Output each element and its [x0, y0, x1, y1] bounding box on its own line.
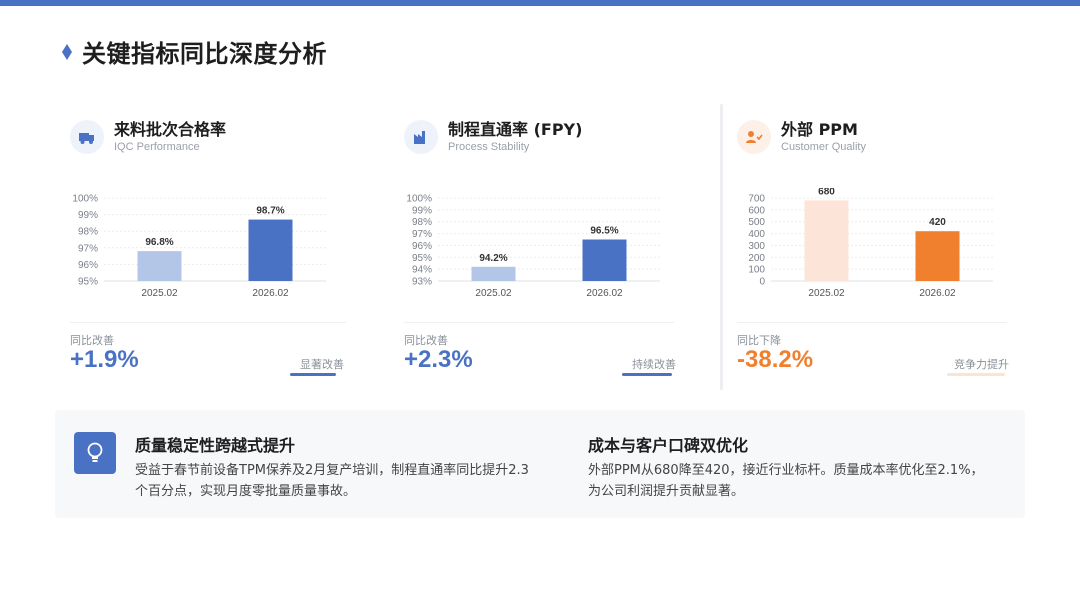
bar-chart-iqc: 95% 96% 97% 98% 99% 100% 96.8% 2025.02 98.7% 2026… [72, 194, 326, 299]
y-tick-label: 95% [412, 253, 432, 264]
y-tick-label: 600 [748, 205, 765, 216]
y-tick-label: 97% [78, 243, 98, 254]
card-subtitle: Process Stability [448, 141, 530, 153]
kpi-card-ppm: 外部 PPM Customer Quality 0 100 200 300 400 500… [737, 106, 1017, 390]
bar [582, 239, 627, 281]
y-tick-label: 99% [78, 210, 98, 221]
divider-line [737, 322, 1007, 323]
bar-value-label: 680 [818, 188, 835, 197]
y-tick-label: 99% [412, 205, 432, 216]
user-check-icon [737, 120, 771, 154]
x-tick-label: 2025.02 [808, 288, 845, 299]
lightbulb-icon [74, 432, 116, 474]
x-tick-label: 2026.02 [919, 288, 956, 299]
bar-value-label: 96.8% [145, 237, 173, 248]
delta-label: 同比下降 [737, 334, 781, 347]
card-subtitle: Customer Quality [781, 141, 866, 153]
insight-text-cost-line2: 为公司利润提升贡献显著。 [588, 484, 745, 499]
truck-icon [70, 120, 104, 154]
kpi-card-fpy: 制程直通率 (FPY) Process Stability 93% 94% 95% 9… [404, 106, 684, 390]
bar-value-label: 98.7% [256, 206, 284, 217]
y-tick-label: 700 [748, 194, 765, 205]
status-tag: 持续改善 [632, 358, 676, 371]
y-tick-label: 300 [748, 241, 765, 252]
status-tag: 竞争力提升 [954, 358, 1009, 371]
card-divider [720, 104, 723, 390]
x-tick-label: 2026.02 [252, 288, 289, 299]
bar [248, 219, 293, 281]
delta-label: 同比改善 [70, 334, 114, 347]
y-tick-label: 94% [412, 265, 432, 276]
y-tick-label: 95% [78, 277, 98, 288]
y-tick-label: 100% [72, 194, 98, 205]
card-header: 制程直通率 (FPY) Process Stability [404, 120, 582, 154]
card-title: 外部 PPM [781, 120, 858, 139]
insight-title-quality: 质量稳定性跨越式提升 [135, 436, 296, 455]
y-tick-label: 500 [748, 217, 765, 228]
bar [471, 266, 516, 281]
x-tick-label: 2026.02 [586, 288, 623, 299]
insight-text-cost-line1: 外部PPM从680降至420，接近行业标杆。质量成本率优化至2.1%， [588, 463, 984, 478]
card-header: 来料批次合格率 IQC Performance [70, 120, 226, 154]
y-tick-label: 100% [406, 194, 432, 205]
y-tick-label: 0 [759, 277, 765, 288]
divider-line [404, 322, 674, 323]
delta-value: -38.2% [737, 346, 814, 373]
top-accent-bar [0, 0, 1080, 6]
delta-label: 同比改善 [404, 334, 448, 347]
delta-value: +2.3% [404, 346, 473, 373]
bar-value-label: 420 [929, 217, 946, 228]
card-title: 制程直通率 (FPY) [448, 120, 583, 139]
y-tick-label: 98% [412, 217, 432, 228]
y-tick-label: 97% [412, 229, 432, 240]
status-tag-underline [290, 373, 336, 376]
y-tick-label: 96% [412, 241, 432, 252]
card-title: 来料批次合格率 [114, 120, 227, 139]
card-subtitle: IQC Performance [114, 141, 200, 153]
y-tick-label: 98% [78, 227, 98, 238]
insight-text-quality-line1: 受益于春节前设备TPM保养及2月复产培训，制程直通率同比提升2.3 [135, 463, 529, 478]
y-tick-label: 100 [748, 265, 765, 276]
insights-panel: 质量稳定性跨越式提升 受益于春节前设备TPM保养及2月复产培训，制程直通率同比提… [55, 410, 1025, 518]
insight-title-cost: 成本与客户口碑双优化 [588, 436, 749, 455]
factory-icon [404, 120, 438, 154]
x-tick-label: 2025.02 [475, 288, 512, 299]
bar-value-label: 94.2% [479, 253, 507, 264]
bar [804, 200, 849, 281]
bar-value-label: 96.5% [590, 226, 618, 237]
y-tick-label: 200 [748, 253, 765, 264]
y-tick-label: 96% [78, 260, 98, 271]
diamond-bullet-icon [62, 43, 72, 60]
divider-line [70, 322, 346, 323]
delta-value: +1.9% [70, 346, 139, 373]
page-title: 关键指标同比深度分析 [82, 40, 327, 68]
y-tick-label: 93% [412, 277, 432, 288]
card-header: 外部 PPM Customer Quality [737, 120, 866, 154]
bar [137, 251, 182, 281]
status-tag-underline [622, 373, 672, 376]
bar-chart-fpy: 93%94%95%96%97%98%99%100% 94.2% 2025.02 96.… [406, 194, 660, 299]
status-tag-underline [947, 373, 1005, 376]
y-tick-label: 400 [748, 229, 765, 240]
insight-text-quality-line2: 个百分点，实现月度零批量质量事故。 [135, 484, 357, 499]
kpi-card-iqc: 来料批次合格率 IQC Performance 95% 96% 97% 98% 99% 1… [70, 106, 350, 390]
page-header: 关键指标同比深度分析 [62, 34, 327, 69]
x-tick-label: 2025.02 [141, 288, 178, 299]
bar [915, 231, 960, 281]
status-tag: 显著改善 [300, 358, 344, 371]
